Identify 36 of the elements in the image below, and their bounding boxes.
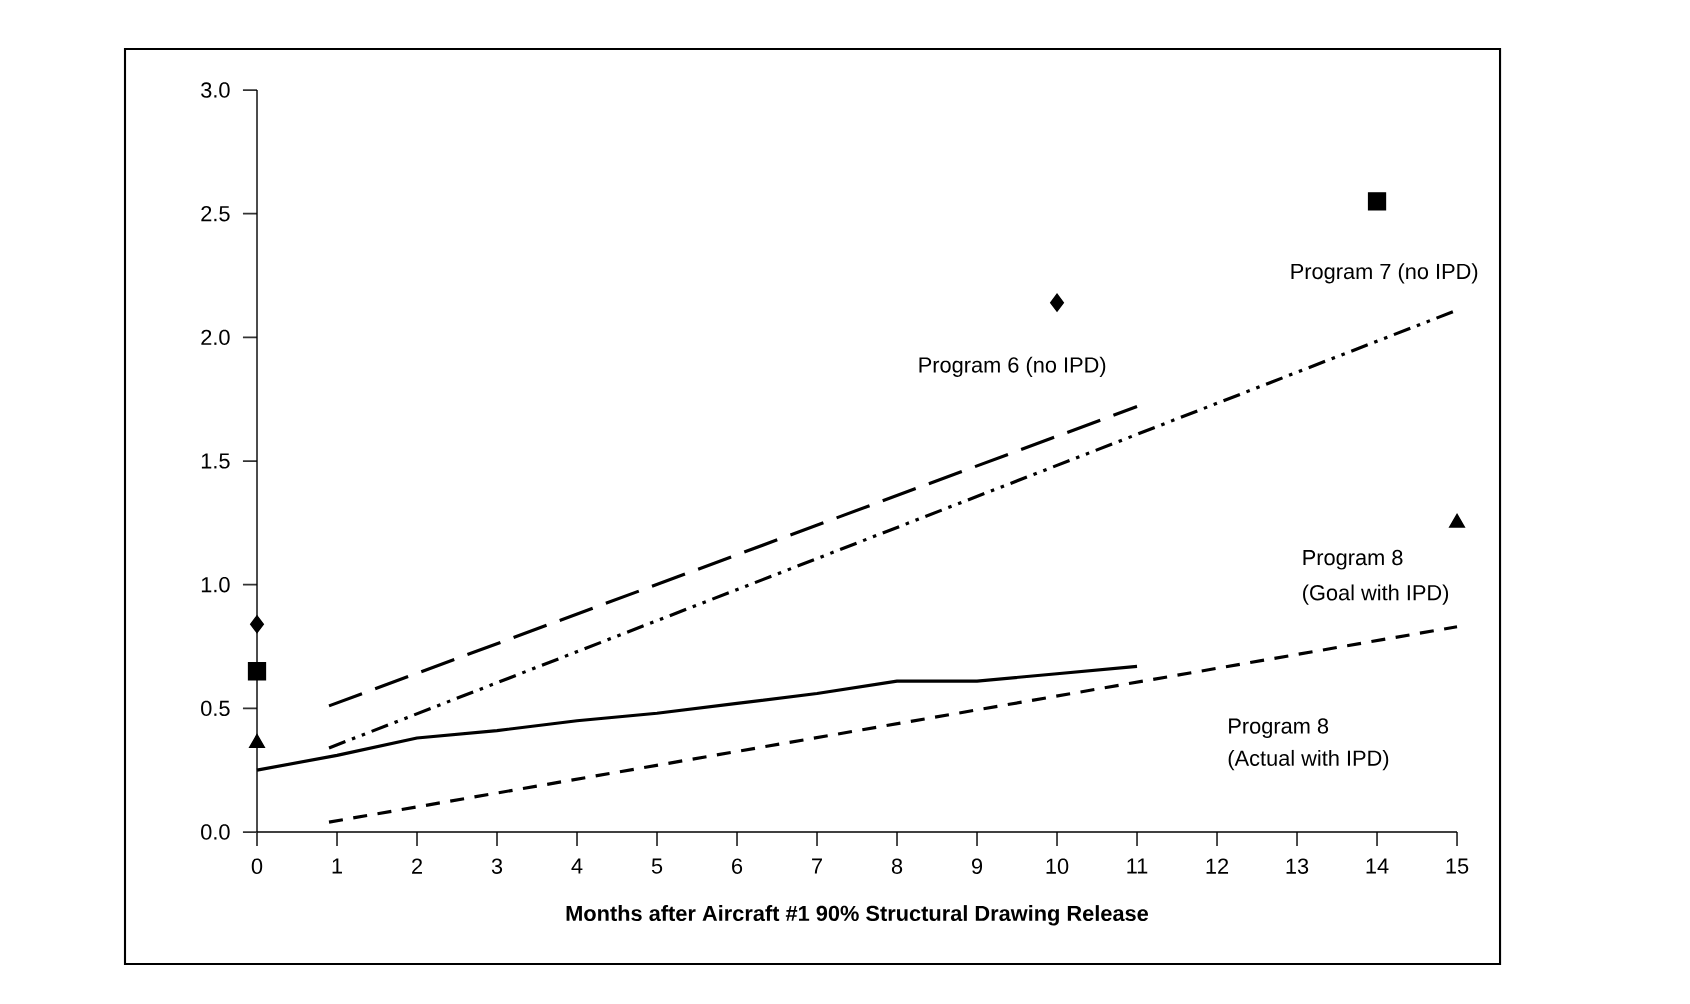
annotation: (Actual with IPD) [1228,749,1389,771]
y-tick-label: 1.0 [201,576,230,593]
point [1449,513,1466,528]
x-tick-label: 15 [1446,858,1469,874]
point [247,662,267,681]
annotation: Program 7 (no IPD) [1291,263,1478,284]
x-tick-label: 4 [571,858,583,874]
y-tick-label: 1.5 [201,453,230,469]
y-tick-label: 2.0 [201,329,230,346]
y-tick-label: 2.5 [201,205,230,222]
x-tick-label: 9 [972,858,983,874]
x-tick-label: 0 [251,858,263,874]
annotation: (Goal with IPD) [1303,584,1449,605]
x-tick-label: 10 [1046,858,1069,874]
x-tick-label: 2 [412,858,422,874]
x-tick-label: 12 [1206,858,1229,874]
x-tick-label: 8 [891,858,903,874]
x-tick-label: 3 [491,858,503,874]
point [248,733,266,748]
point [249,615,265,634]
x-tick-label: 7 [812,858,822,874]
point [1367,192,1387,211]
x-tick-label: 14 [1366,858,1389,874]
x-axis-title: Months after Aircraft #1 90% Structural Drawing Release [566,905,1149,926]
x-tick-label: 5 [651,858,663,874]
y-tick-label: 3.0 [201,82,230,98]
point [1049,293,1065,312]
x-tick-label: 11 [1127,858,1148,874]
annotation: Program 6 (no IPD) [919,356,1106,377]
annotation: Program 8 [1229,718,1329,738]
x-tick-label: 6 [732,858,743,874]
y-tick-label: 0.5 [201,700,230,717]
x-tick-label: 1 [332,858,342,874]
y-tick-label: 0.0 [201,824,230,840]
x-tick-label: 13 [1286,858,1309,874]
annotation: Program 8 [1303,549,1403,570]
